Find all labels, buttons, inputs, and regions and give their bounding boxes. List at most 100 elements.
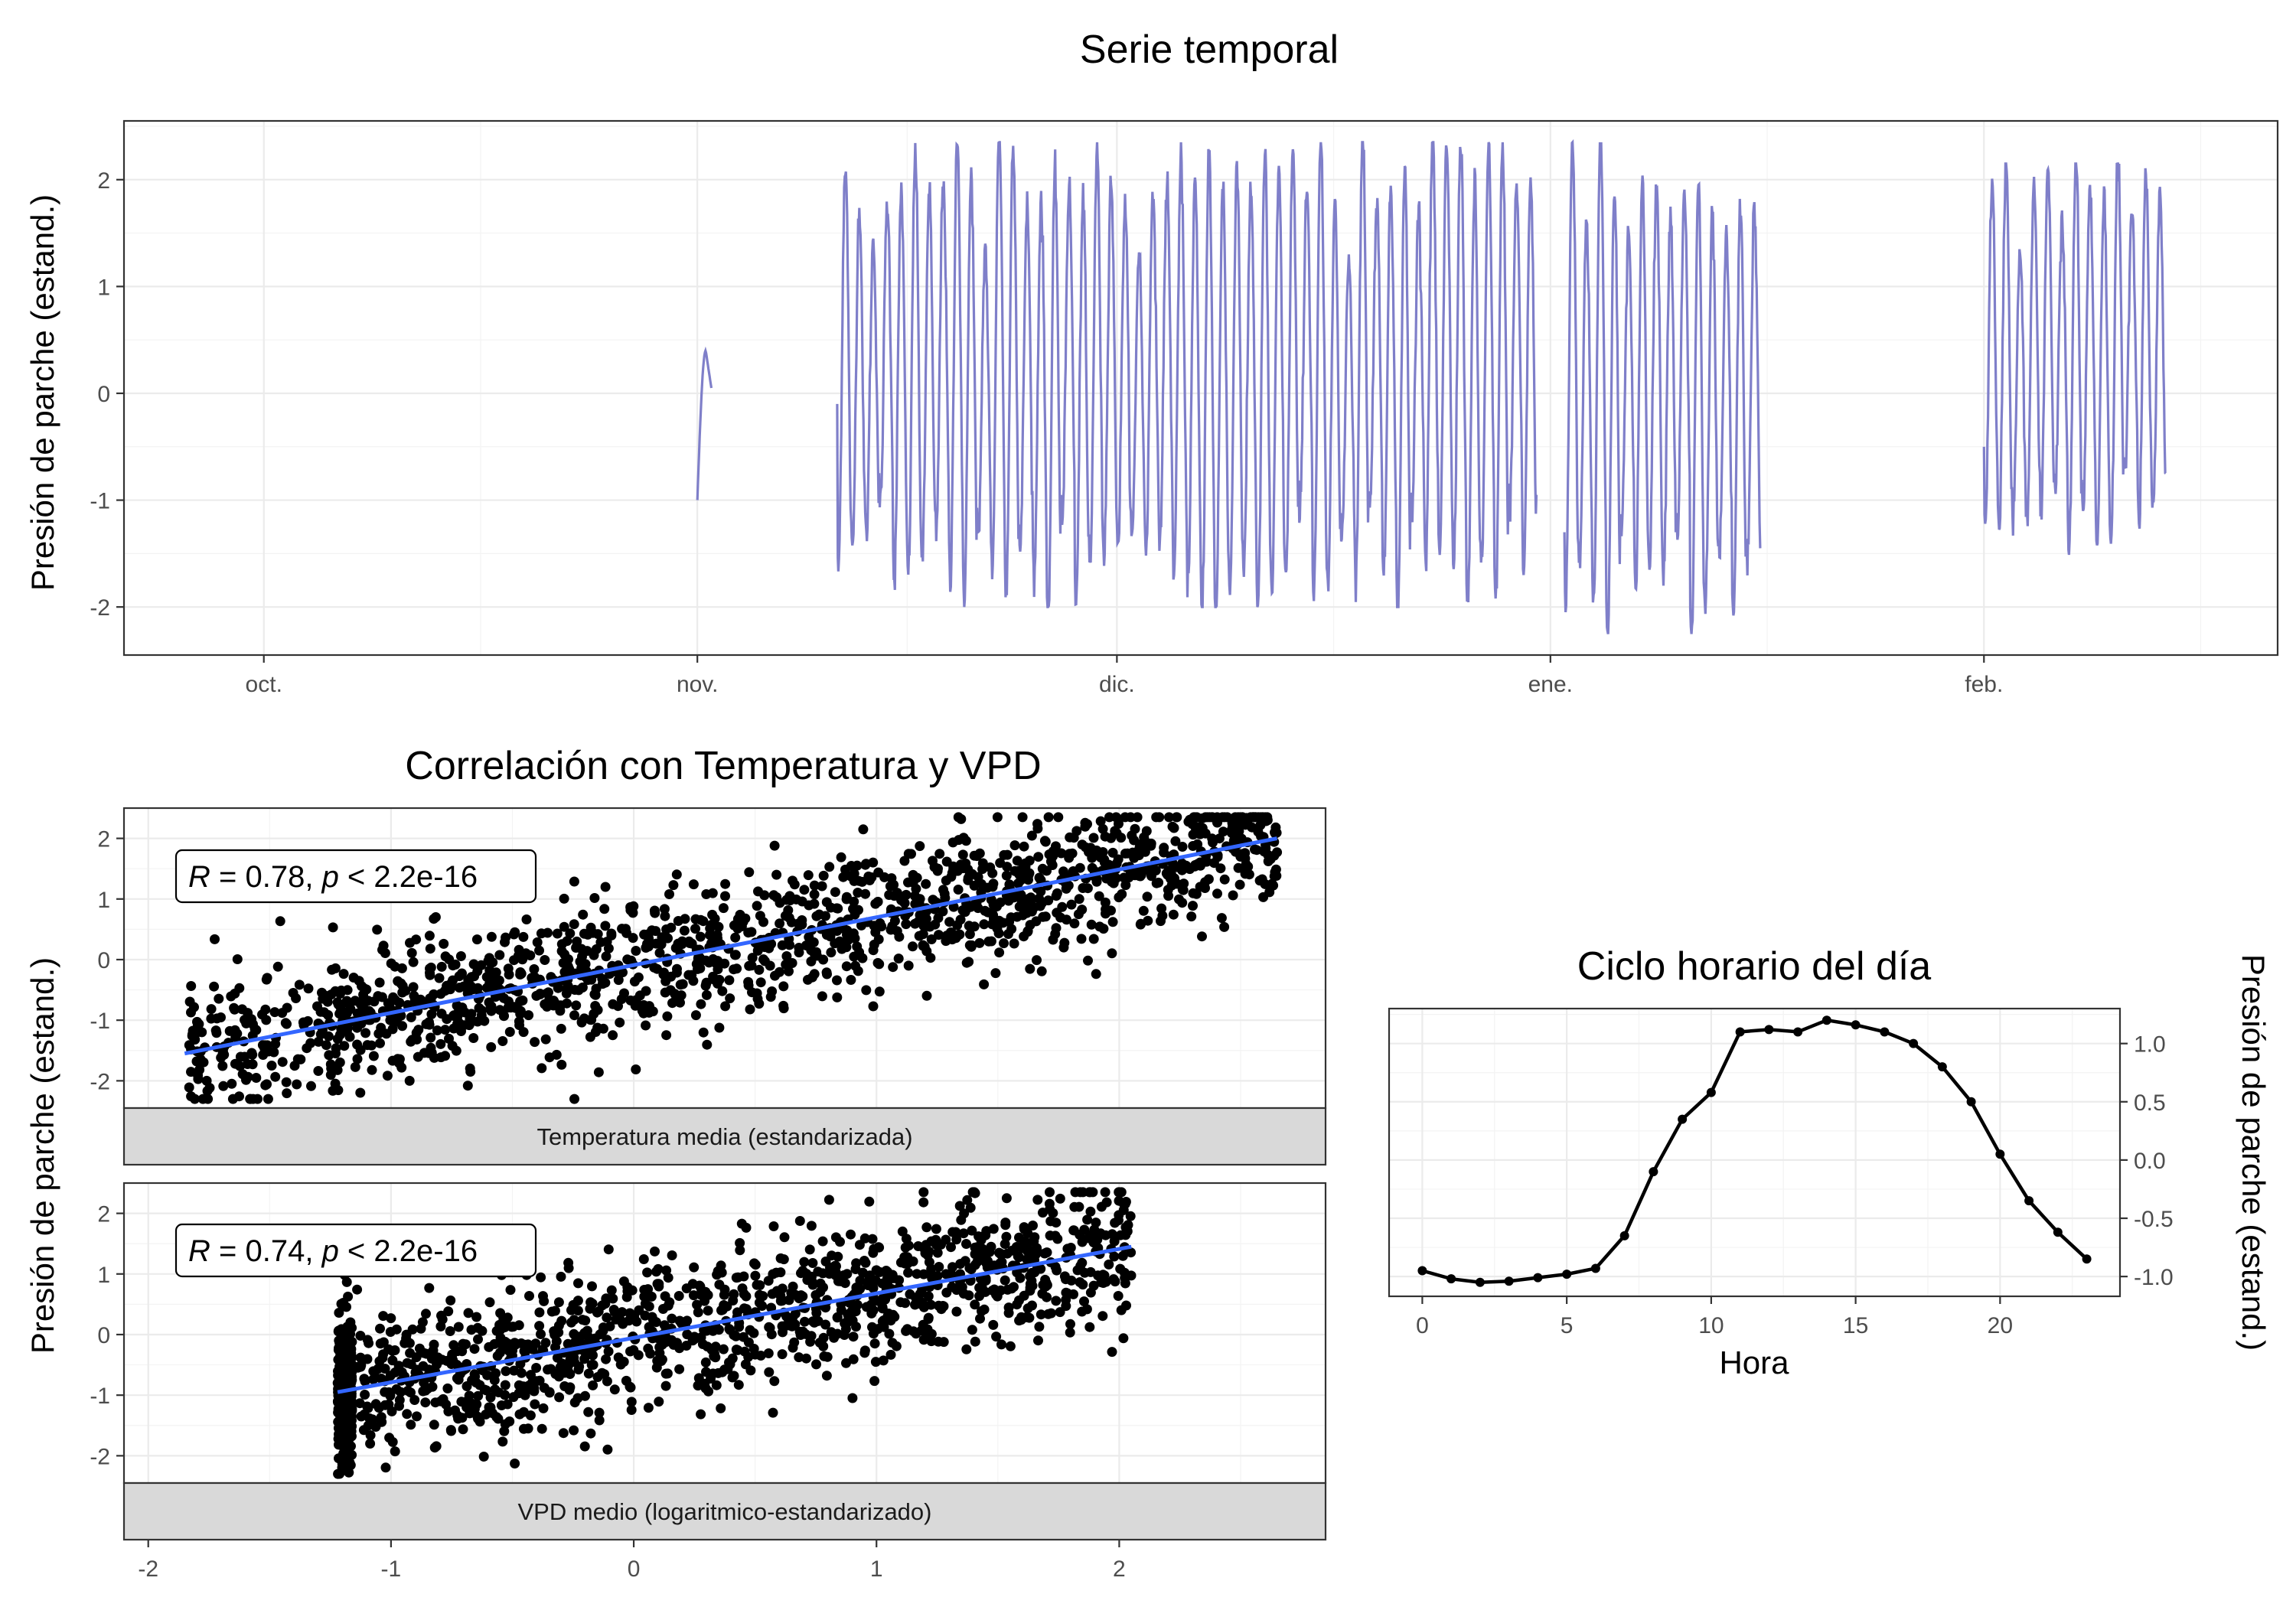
scatter-point [722,1364,733,1374]
scatter-point [412,1411,422,1422]
scatter-point [1009,938,1019,949]
scatter-point [504,1416,515,1426]
scatter-point [974,937,985,948]
scatter-point [807,1316,818,1327]
scatter-point [257,1009,267,1020]
scatter-point [489,1375,500,1386]
scatter-point [471,934,482,945]
scatter-point [794,1352,804,1363]
scatter-point [342,1023,353,1034]
scatter-point [918,1319,928,1330]
scatter-point [847,1393,858,1403]
scatter-point [850,1264,861,1274]
scatter-point [540,1034,551,1045]
scatter-point [550,998,560,1008]
scatter-point [517,995,528,1006]
daily-cycle-line [1421,1018,2089,1284]
scatter-point [339,1041,350,1051]
scatter-point [967,869,977,879]
scatter-point [868,1247,879,1258]
scatter-point [569,876,579,887]
scatter-point [520,1390,530,1400]
scatter-point [210,1025,221,1036]
daily-cycle-point [1995,1149,2005,1159]
scatter-point [362,1335,373,1345]
scatter-point [848,1354,859,1364]
daily-cycle-panel: Ciclo horario del día 0 5 10 15 20 -1.0 -0.5 0.… [1388,944,2272,1380]
scatter-point [832,1312,843,1323]
scatter-point [850,909,860,920]
scatter-point [322,996,333,1007]
scatter-point [461,1339,471,1350]
y-tick-label: 0.5 [2134,1090,2166,1116]
scatter-point [938,1301,948,1311]
scatter-point [638,1008,649,1019]
scatter-point [710,1341,721,1352]
scatter-point [989,914,999,924]
timeseries-frame [122,119,2279,657]
scatter-point [499,1011,509,1021]
facet-vpd-strip [122,1482,1327,1541]
scatter-point [1172,862,1182,872]
scatter-point [1022,1254,1032,1265]
daily-cycle-point [1475,1277,1485,1287]
scatter-point [1088,934,1099,944]
scatter-point [626,1397,637,1407]
scatter-point [292,1079,302,1090]
scatter-point [799,1316,810,1327]
scatter-point [775,898,785,908]
scatter-point [1126,1247,1137,1258]
x-tick-label: 20 [1988,1313,2013,1338]
scatter-point [443,1306,454,1317]
scatter-point [396,963,407,973]
scatter-point [918,940,928,951]
scatter-point [807,1258,818,1268]
scatter-point [510,1338,520,1348]
scatter-point [996,1339,1006,1350]
scatter-point [641,986,651,996]
scatter-point [330,963,341,973]
scatter-point [493,1413,504,1424]
scatter-point [628,908,638,918]
scatter-point [875,1266,885,1277]
scatter-point [472,983,483,993]
scatter-point [333,1085,344,1096]
daily-cycle-point [1735,1027,1745,1037]
scatter-point [1151,878,1162,888]
scatter-point [573,1278,583,1289]
scatter-point [184,996,195,1007]
scatter-point [748,1344,759,1354]
scatter-point [356,999,366,1010]
scatter-point [551,1049,562,1060]
scatter-point [1019,899,1029,910]
scatter-point [915,841,925,852]
daily-cycle-point [1590,1263,1600,1273]
scatter-point [952,920,963,931]
scatter-point [558,957,569,968]
scatter-point [1055,1193,1065,1204]
scatter-point [387,1355,398,1366]
scatter-point [235,1051,246,1062]
scatter-point [734,1322,745,1332]
y-tick-label: -1 [90,1384,110,1409]
scatter-point [1002,862,1013,872]
scatter-point [799,1257,810,1267]
scatter-point [559,893,569,904]
scatter-point [899,856,910,866]
scatter-point [926,1263,937,1274]
timeseries-title: Serie temporal [1080,28,1339,72]
scatter-point [1032,1195,1043,1205]
scatter-point [838,872,849,882]
scatter-point [1194,826,1205,836]
scatter-point [270,1071,281,1082]
scatter-point [262,973,272,983]
scatter-point [864,875,875,885]
scatter-point [378,940,389,951]
scatter-point [970,1299,980,1310]
y-tick-label: -1 [90,1009,110,1034]
scatter-point [791,894,801,905]
daily-cycle-point [1764,1025,1774,1035]
scatter-point [1032,823,1043,834]
scatter-point [1015,1273,1026,1283]
scatter-point [626,1405,637,1415]
